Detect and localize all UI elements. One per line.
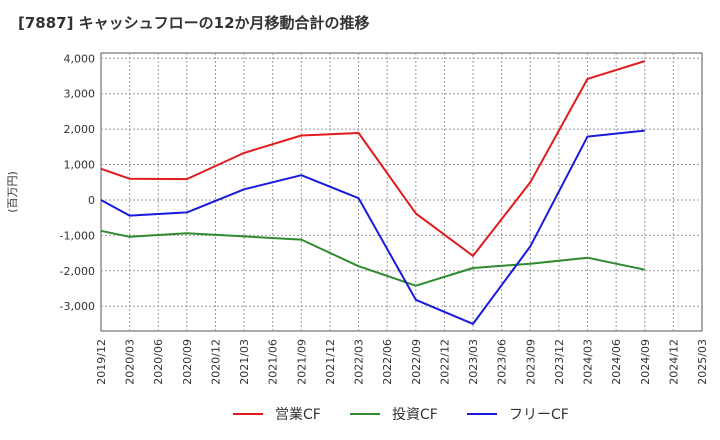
y-tick-label: -3,000 (60, 300, 95, 313)
y-tick-label: 0 (88, 194, 95, 207)
x-tick-label: 2021/03 (238, 339, 251, 385)
x-tick-label: 2024/12 (667, 339, 680, 385)
y-tick-label: 4,000 (64, 52, 96, 65)
chart-title: [7887] キャッシュフローの12か月移動合計の推移 (18, 14, 370, 32)
x-tick-label: 2022/12 (438, 339, 451, 385)
x-tick-label: 2023/09 (524, 339, 537, 385)
x-tick-label: 2021/06 (267, 339, 280, 385)
series-line (100, 129, 645, 325)
series-line (100, 229, 646, 287)
x-tick-label: 2022/03 (353, 339, 366, 385)
x-tick-label: 2023/06 (496, 339, 509, 385)
x-axis-ticks: 2019/12 2020/03 2020/06 2020/09 2020/12 2021/… (95, 339, 709, 385)
x-tick-label: 2020/12 (209, 339, 222, 385)
x-tick-label: 2024/03 (582, 339, 595, 385)
y-tick-label: 1,000 (64, 159, 96, 172)
y-tick-label: -2,000 (60, 265, 95, 278)
x-tick-label: 2024/06 (610, 339, 623, 385)
legend-label: 投資CF (392, 407, 438, 423)
x-tick-label: 2019/12 (95, 339, 108, 385)
x-tick-label: 2022/06 (381, 339, 394, 385)
series-line (100, 60, 646, 257)
legend-label: 営業CF (275, 407, 321, 423)
grid-lines (101, 53, 702, 331)
legend-label: フリーCF (509, 407, 569, 423)
y-axis-ticks: 4,000 3,000 2,000 1,000 0 -1,000 -2,000 -3,000 (60, 52, 95, 313)
x-tick-label: 2020/06 (152, 339, 165, 385)
x-tick-label: 2020/09 (181, 339, 194, 385)
x-tick-label: 2023/03 (467, 339, 480, 385)
y-tick-label: 3,000 (64, 88, 96, 101)
y-tick-label: -1,000 (60, 229, 95, 242)
x-tick-label: 2020/03 (124, 339, 137, 385)
legend: 営業CF 投資CF フリーCF (233, 407, 569, 423)
y-tick-label: 2,000 (64, 123, 96, 136)
series-lines (100, 60, 646, 325)
y-axis-label: (百万円) (6, 171, 19, 213)
x-tick-label: 2022/09 (410, 339, 423, 385)
x-tick-label: 2021/12 (324, 339, 337, 385)
x-tick-label: 2021/09 (295, 339, 308, 385)
x-tick-label: 2025/03 (696, 339, 709, 385)
x-tick-label: 2023/12 (553, 339, 566, 385)
x-tick-label: 2024/09 (639, 339, 652, 385)
